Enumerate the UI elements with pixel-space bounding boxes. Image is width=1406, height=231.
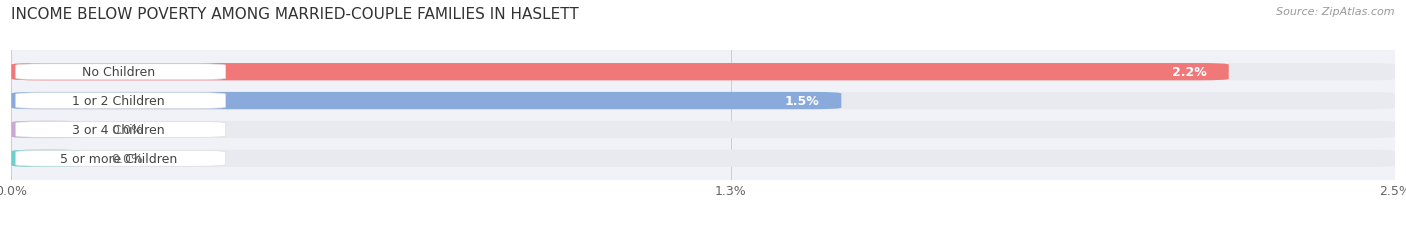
- FancyBboxPatch shape: [11, 150, 1395, 167]
- FancyBboxPatch shape: [11, 150, 83, 167]
- FancyBboxPatch shape: [15, 93, 226, 109]
- FancyBboxPatch shape: [15, 64, 226, 80]
- Text: Source: ZipAtlas.com: Source: ZipAtlas.com: [1277, 7, 1395, 17]
- Text: 0.0%: 0.0%: [111, 152, 143, 165]
- Text: 2.2%: 2.2%: [1171, 66, 1206, 79]
- Text: 3 or 4 Children: 3 or 4 Children: [72, 123, 165, 136]
- FancyBboxPatch shape: [11, 92, 841, 110]
- Text: 1.5%: 1.5%: [785, 95, 820, 108]
- FancyBboxPatch shape: [11, 92, 1395, 110]
- FancyBboxPatch shape: [11, 64, 1229, 81]
- FancyBboxPatch shape: [15, 151, 226, 167]
- Text: 1 or 2 Children: 1 or 2 Children: [72, 95, 165, 108]
- Text: No Children: No Children: [82, 66, 155, 79]
- FancyBboxPatch shape: [11, 64, 1395, 81]
- Text: 5 or more Children: 5 or more Children: [60, 152, 177, 165]
- FancyBboxPatch shape: [11, 121, 83, 139]
- Text: 0.0%: 0.0%: [111, 123, 143, 136]
- FancyBboxPatch shape: [11, 121, 1395, 139]
- FancyBboxPatch shape: [15, 122, 226, 138]
- Text: INCOME BELOW POVERTY AMONG MARRIED-COUPLE FAMILIES IN HASLETT: INCOME BELOW POVERTY AMONG MARRIED-COUPL…: [11, 7, 579, 22]
